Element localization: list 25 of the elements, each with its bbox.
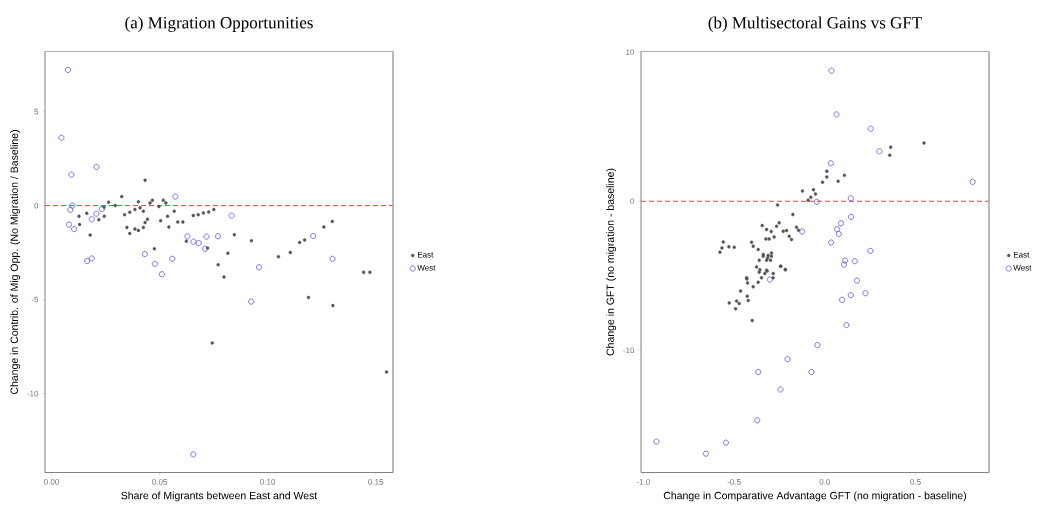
x-tick-label: 0.15 xyxy=(368,479,384,485)
y-tick-label: -10 xyxy=(623,347,635,354)
y-axis-title: Change in Contrib. of Mig Opp. (No Migration / Baseline) xyxy=(10,130,21,395)
legend-label: East xyxy=(1013,251,1030,258)
x-tick-label: 0.05 xyxy=(152,479,168,485)
x-axis-title: Change in Comparative Advantage GFT (no migration - baseline) xyxy=(663,491,967,502)
x-axis-title: Share of Migrants between East and West xyxy=(121,491,318,502)
y-tick-label: 5 xyxy=(34,108,39,115)
y-tick-label: 0 xyxy=(34,202,39,209)
legend-label: West xyxy=(1013,264,1032,271)
y-axis-title: Change in GFT (no migration - baseline) xyxy=(606,168,617,356)
x-tick-label: 0.00 xyxy=(44,479,59,485)
chart-title: (b) Multisectoral Gains vs GFT xyxy=(708,16,922,32)
y-tick-label: -10 xyxy=(27,390,39,397)
y-tick-label: 10 xyxy=(626,49,635,56)
x-tick-label: 0.5 xyxy=(910,479,921,485)
x-tick-label: -0.5 xyxy=(727,479,741,485)
y-tick-label: 0 xyxy=(630,198,635,205)
x-tick-label: -1.0 xyxy=(636,479,650,485)
legend-label: East xyxy=(417,251,434,258)
x-tick-label: 0.0 xyxy=(819,479,831,485)
legend-label: West xyxy=(417,264,436,271)
chart-title: (a) Migration Opportunities xyxy=(125,16,313,32)
x-tick-label: 0.10 xyxy=(260,479,276,485)
y-tick-label: -5 xyxy=(31,296,39,303)
